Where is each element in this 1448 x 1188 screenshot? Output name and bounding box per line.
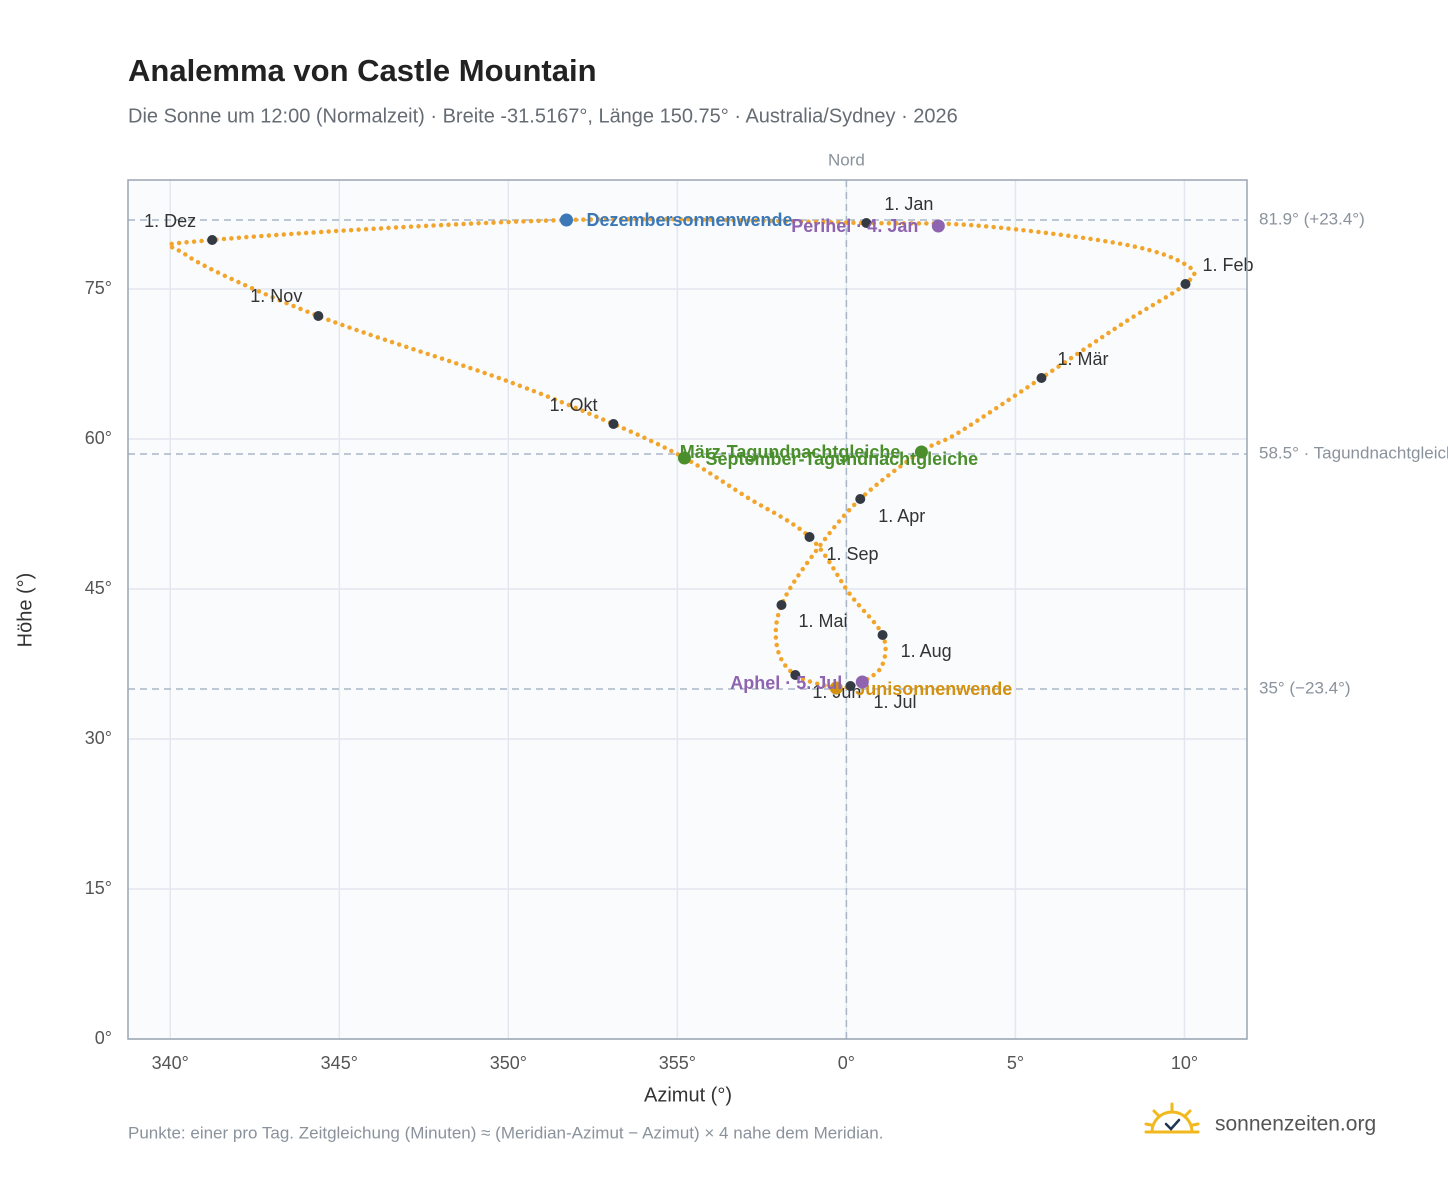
event-label: Junisonnenwende	[855, 679, 1012, 699]
month-marker	[845, 681, 856, 691]
brand-logo	[1144, 1102, 1200, 1134]
event-marker	[914, 445, 928, 459]
month-label: 1. Jan	[884, 194, 933, 214]
month-label: 1. Feb	[1202, 255, 1253, 275]
month-marker	[1180, 279, 1191, 289]
month-label: 1. Aug	[901, 641, 952, 661]
event-label: März-Tagundnachtgleiche	[680, 442, 901, 462]
y-tick-label: 75°	[85, 278, 112, 298]
x-tick-label: 345°	[321, 1053, 358, 1073]
event-marker	[931, 219, 945, 233]
event-label: Dezembersonnenwende	[586, 210, 792, 230]
plot-frame	[127, 179, 1248, 1040]
x-tick-label: 10°	[1171, 1053, 1198, 1073]
plot-area	[128, 180, 1247, 1039]
event-marker	[677, 451, 691, 465]
month-label: 1. Jul	[873, 692, 916, 712]
event-label: Perihel · 4. Jan	[791, 216, 918, 236]
chart-title: Analemma von Castle Mountain	[128, 53, 597, 88]
reference-label: 81.9° (+23.4°)	[1259, 209, 1365, 228]
x-tick-label: 355°	[659, 1053, 696, 1073]
x-axis-label: Azimut (°)	[644, 1084, 732, 1106]
event-label: Aphel · 5. Jul	[730, 673, 842, 693]
event-marker	[829, 681, 843, 695]
chart-subtitle: Die Sonne um 12:00 (Normalzeit) · Breite…	[128, 105, 958, 127]
month-marker	[207, 235, 218, 245]
month-marker	[790, 670, 801, 680]
month-label: 1. Mai	[798, 611, 847, 631]
x-tick-label: 350°	[490, 1053, 527, 1073]
x-tick-label: 340°	[152, 1053, 189, 1073]
y-axis-label: Höhe (°)	[14, 573, 36, 648]
month-marker	[608, 419, 619, 429]
month-marker	[855, 494, 866, 504]
month-marker	[313, 311, 324, 321]
meridian-label: Nord	[828, 150, 865, 169]
x-tick-label: 0°	[838, 1053, 855, 1073]
month-label: 1. Sep	[827, 544, 879, 564]
y-tick-label: 45°	[85, 578, 112, 598]
event-marker	[559, 213, 573, 227]
month-marker	[804, 532, 815, 542]
reference-label: 58.5° · Tagundnachtgleiche	[1259, 443, 1448, 462]
month-label: 1. Apr	[878, 506, 925, 526]
month-label: 1. Mär	[1057, 349, 1108, 369]
event-label: September-Tagundnachtgleiche	[705, 449, 978, 469]
month-label: 1. Dez	[144, 211, 196, 231]
month-label: 1. Nov	[250, 286, 302, 306]
reference-label: 35° (−23.4°)	[1259, 678, 1351, 697]
y-tick-label: 30°	[85, 728, 112, 748]
month-marker	[877, 630, 888, 640]
event-marker	[855, 675, 869, 689]
month-marker	[861, 218, 872, 228]
y-tick-label: 15°	[85, 878, 112, 898]
y-tick-label: 0°	[95, 1028, 112, 1048]
y-tick-label: 60°	[85, 428, 112, 448]
month-marker	[1036, 373, 1047, 383]
brand-name: sonnenzeiten.org	[1215, 1113, 1376, 1136]
footnote: Punkte: einer pro Tag. Zeitgleichung (Mi…	[128, 1123, 884, 1142]
month-marker	[776, 600, 787, 610]
month-label: 1. Okt	[549, 395, 597, 415]
x-tick-label: 5°	[1007, 1053, 1024, 1073]
